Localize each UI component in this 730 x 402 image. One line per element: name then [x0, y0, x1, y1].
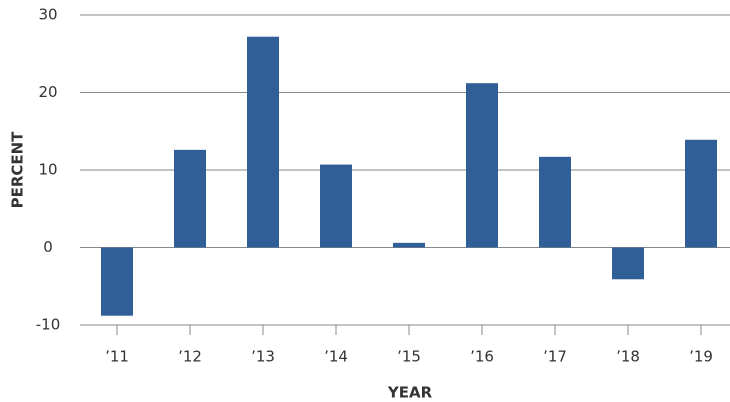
bar — [174, 149, 206, 248]
y-tick-label: 20 — [38, 83, 57, 101]
y-tick-label: 0 — [43, 238, 53, 256]
x-tick-label: ’18 — [616, 348, 640, 366]
bar — [247, 36, 279, 248]
bar — [101, 247, 133, 316]
x-tick-label: ’15 — [397, 348, 421, 366]
bar — [320, 164, 352, 248]
x-tick-label: ’13 — [251, 348, 275, 366]
x-tick-label: ’11 — [105, 348, 129, 366]
x-tick-label: ’16 — [470, 348, 494, 366]
x-tick-label: ’12 — [178, 348, 202, 366]
bar — [466, 83, 498, 248]
x-axis-title: YEAR — [387, 384, 433, 402]
y-tick-label: 10 — [38, 161, 57, 179]
y-tick-label: -10 — [36, 316, 61, 334]
x-tick-label: ’19 — [689, 348, 713, 366]
y-tick-label: 30 — [38, 6, 57, 24]
y-axis-title: PERCENT — [9, 131, 27, 209]
x-tick-label: ’14 — [324, 348, 348, 366]
x-tick-label: ’17 — [543, 348, 567, 366]
bar — [539, 156, 571, 248]
bar — [393, 242, 425, 248]
bar — [612, 247, 644, 280]
bar — [685, 139, 717, 248]
